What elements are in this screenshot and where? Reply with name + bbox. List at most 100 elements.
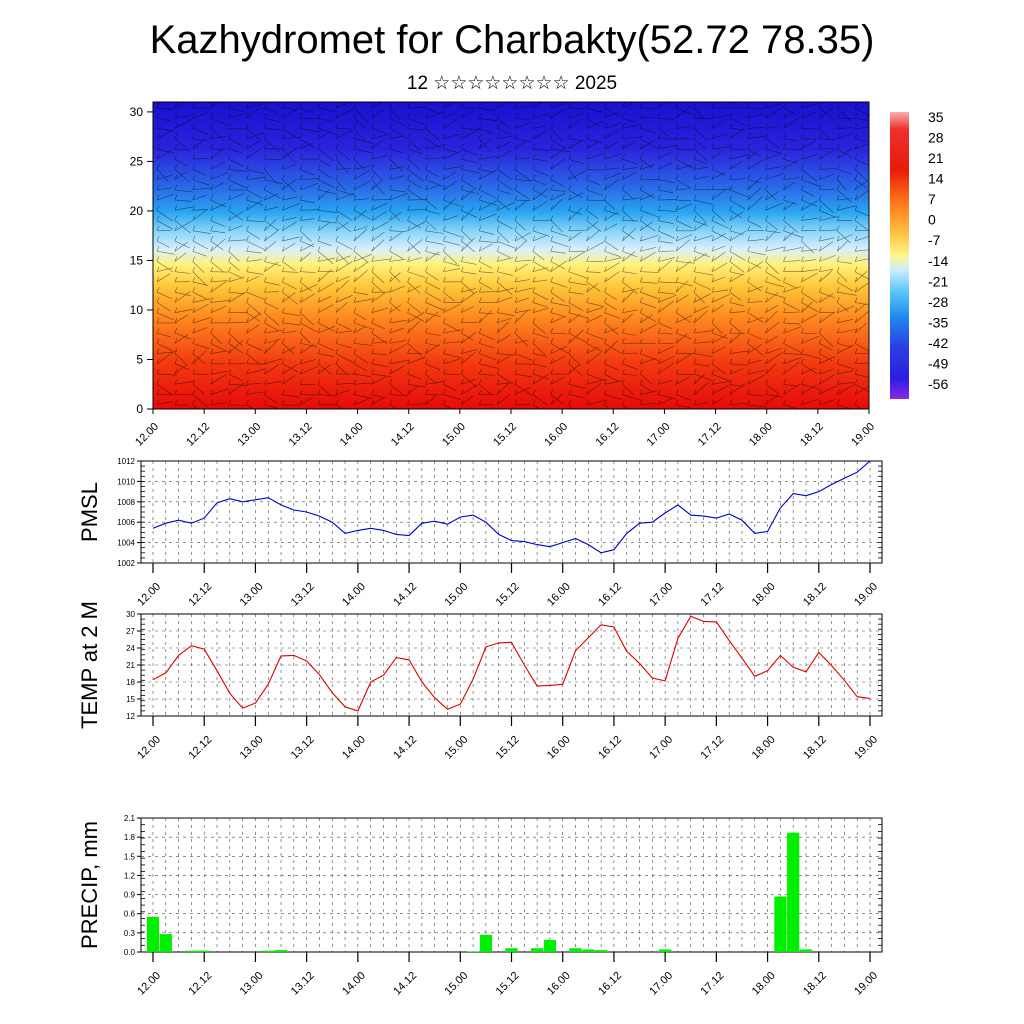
minor-ticks	[141, 460, 882, 564]
x-tick-label: 17.00	[645, 421, 673, 449]
colorbar-label: 0	[928, 212, 936, 228]
y-tick-label: 24	[126, 644, 135, 653]
chart-title: Kazhydromet for Charbakty(52.72 78.35)	[149, 18, 875, 62]
x-tick-label: 12.12	[186, 734, 214, 762]
x-tick-label: 13.12	[289, 970, 317, 998]
colorbar-label: -49	[928, 355, 948, 371]
y-tick-label: 2.1	[124, 814, 136, 823]
x-tick-label: 12.12	[184, 421, 212, 449]
colorbar-label: -7	[928, 232, 941, 248]
x-tick-label: 16.00	[545, 581, 573, 609]
colorbar-label: 7	[928, 191, 936, 207]
y-tick-label: 12	[126, 712, 135, 721]
x-tick-label: 17.12	[699, 734, 727, 762]
x-tick-label: 13.00	[238, 734, 266, 762]
x-tick-label: 18.12	[798, 421, 826, 449]
colorbar-label: -14	[928, 253, 948, 269]
grid	[141, 614, 882, 716]
x-tick-label: 19.00	[849, 421, 877, 449]
y-tick-label: 1.2	[124, 871, 136, 880]
colorbar-label: 35	[928, 109, 944, 125]
y-axis-label: PMSL	[77, 482, 102, 542]
y-axis-label: TEMP at 2 M	[77, 601, 102, 729]
y-tick-label: 0.6	[124, 910, 136, 919]
cross-section-panel: 0 5 10 15 20 25 30 12.00 12.12 13.00 13.12 14.00 14.…	[130, 101, 877, 449]
grid	[141, 461, 882, 563]
x-tick-label: 16.00	[542, 421, 570, 449]
y-tick-label: 15	[130, 253, 144, 267]
x-tick-label: 12.12	[186, 970, 214, 998]
cross-section-field	[153, 102, 869, 409]
x-tick-label: 13.12	[289, 734, 317, 762]
x-tick-label: 17.00	[647, 970, 675, 998]
colorbar-gradient	[890, 112, 909, 399]
x-tick-label: 14.12	[391, 581, 419, 609]
colorbar-label: 21	[928, 150, 944, 166]
y-tick-label: 1004	[117, 539, 135, 548]
y-tick-label: 1012	[117, 457, 135, 466]
grid	[141, 818, 882, 952]
chart-subtitle: 12 ☆☆☆☆☆☆☆☆ 2025	[406, 73, 618, 94]
x-tick-label: 14.12	[389, 421, 417, 449]
y-tick-label: 1008	[117, 498, 135, 507]
x-tick-label: 16.00	[545, 734, 573, 762]
y-tick-label: 20	[130, 204, 144, 218]
y-tick-label: 25	[130, 154, 144, 168]
precip-bar	[198, 950, 211, 952]
x-tick-label: 18.12	[801, 734, 829, 762]
precip-bar	[659, 949, 672, 952]
precip-bar	[531, 948, 544, 952]
y-tick-label: 1002	[117, 559, 135, 568]
precip-bar	[275, 950, 288, 952]
precip-bar	[159, 934, 172, 952]
x-tick-label: 14.12	[391, 970, 419, 998]
x-tick-label: 15.00	[442, 581, 470, 609]
colorbar-label: -56	[928, 376, 948, 392]
series-line	[152, 615, 871, 712]
x-tick-label: 17.12	[699, 970, 727, 998]
precip-bar	[479, 934, 492, 952]
x-tick-label: 18.00	[750, 734, 778, 762]
x-tick-label: 18.00	[750, 970, 778, 998]
x-tick-label: 15.12	[494, 970, 522, 998]
x-tick-label: 12.00	[135, 734, 163, 762]
precip-bar	[799, 949, 813, 952]
x-tick-label: 18.12	[801, 581, 829, 609]
precip-bar	[595, 950, 608, 952]
colorbar-label: 28	[928, 130, 944, 146]
x-tick-label: 17.12	[699, 581, 727, 609]
x-tick-label: 13.12	[289, 581, 317, 609]
precip-bar	[505, 948, 518, 952]
x-tick-label: 18.12	[801, 970, 829, 998]
y-tick-label: 1006	[117, 518, 135, 527]
x-tick-label: 15.12	[491, 421, 519, 449]
colorbar-label: -42	[928, 335, 948, 351]
colorbar-label: 14	[928, 171, 944, 187]
y-tick-label: 30	[126, 610, 135, 619]
x-tick-label: 13.00	[238, 970, 266, 998]
colorbar-label: -35	[928, 314, 948, 330]
x-tick-label: 17.12	[696, 421, 724, 449]
x-tick-label: 13.12	[287, 421, 315, 449]
y-tick-label: 0	[136, 402, 143, 416]
precipitation-panel: 0.0 0.3 0.6 0.9 1.2 1.5 1.8 2.1 12.00 12.12 13.00 1…	[77, 814, 883, 998]
x-tick-label: 17.00	[647, 734, 675, 762]
x-tick-label: 16.12	[596, 970, 624, 998]
x-tick-label: 19.00	[852, 970, 880, 998]
x-tick-label: 19.00	[852, 734, 880, 762]
y-tick-label: 0.9	[124, 891, 136, 900]
precip-bar	[185, 950, 198, 952]
x-tick-label: 15.00	[440, 421, 468, 449]
pmsl-panel: 1002 1004 1006 1008 1010 1012 12.00 12.12 13.00 1…	[77, 457, 883, 609]
colorbar: 35 28 21 14 7 0 -7 -14 -21 -28 -35 -42 -49 -56	[890, 109, 948, 399]
x-tick-label: 14.00	[340, 734, 368, 762]
colorbar-label: -21	[928, 273, 948, 289]
x-tick-label: 15.12	[494, 581, 522, 609]
y-tick-label: 27	[126, 627, 135, 636]
x-tick-label: 16.12	[596, 734, 624, 762]
precip-bar	[787, 832, 800, 952]
x-tick-label: 13.00	[235, 421, 263, 449]
y-tick-label: 1.5	[124, 852, 136, 861]
precip-bar	[543, 939, 556, 952]
